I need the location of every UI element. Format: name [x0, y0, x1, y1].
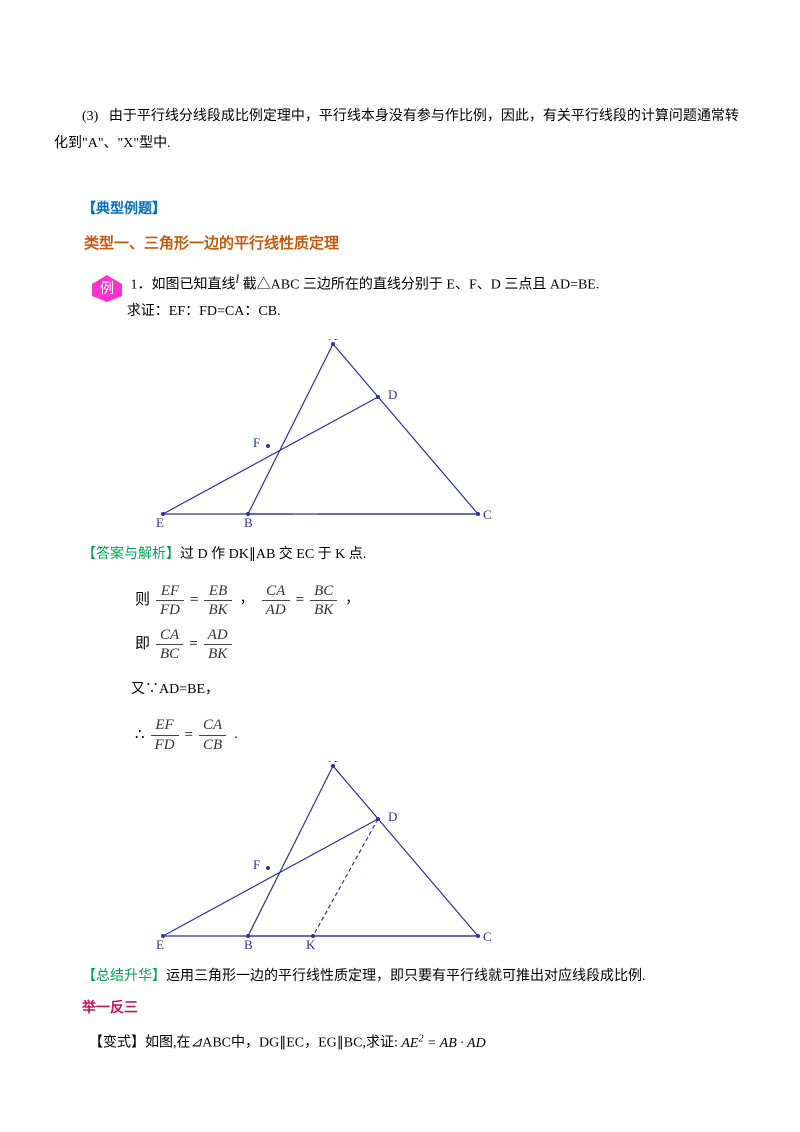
var-formula: AE2 = AB · AD — [401, 1036, 485, 1051]
section-label: 【典型例题】 — [54, 197, 746, 224]
intro-text: 由于平行线分线段成比例定理中，平行线本身没有参与作比例，因此，有关平行线段的计算… — [54, 109, 739, 151]
intro-prefix: (3) — [82, 109, 98, 124]
svg-text:F: F — [253, 435, 260, 450]
var-b: ABC中，DG∥EC，EG∥BC,求证: — [202, 1036, 398, 1051]
summary-label: 【总结升华】 — [82, 969, 166, 984]
diagram-2: A D F E B K C — [138, 761, 746, 962]
section-title: 类型一、三角形一边的平行线性质定理 — [54, 230, 746, 259]
diagram-1: A D F E B C — [138, 339, 746, 540]
inference-label: 举一反三 — [54, 996, 746, 1023]
variant-line: 【变式】如图,在⊿ABC中，DG∥EC，EG∥BC,求证: AE2 = AB ·… — [89, 1029, 746, 1057]
intro-paragraph: (3) 由于平行线分线段成比例定理中，平行线本身没有参与作比例，因此，有关平行线… — [54, 104, 746, 157]
answer-label: 【答案与解析】 — [82, 547, 180, 562]
svg-text:E: E — [156, 937, 164, 951]
q-ell: l — [236, 271, 240, 286]
var-tri: ⊿ — [191, 1036, 203, 1051]
equation-2: 即 CABC = ADBK — [131, 627, 746, 663]
svg-text:F: F — [253, 857, 260, 872]
var-a: 如图,在 — [145, 1036, 191, 1051]
equation-1: 则 EFFD = EBBK ， CAAD = BCBK ， — [131, 583, 746, 619]
ad-be-line: 又∵AD=BE， — [131, 677, 746, 704]
svg-text:B: B — [244, 515, 253, 529]
summary-line: 【总结升华】运用三角形一边的平行线性质定理，即只要有平行线就可推出对应线段成比例… — [54, 964, 746, 991]
svg-text:C: C — [483, 507, 492, 522]
svg-text:E: E — [156, 515, 164, 529]
q-part1: 1．如图已知直线 — [131, 278, 236, 293]
svg-text:A: A — [328, 339, 338, 343]
svg-text:B: B — [244, 937, 253, 951]
svg-text:D: D — [388, 387, 397, 402]
svg-text:K: K — [306, 937, 316, 951]
svg-text:例: 例 — [100, 281, 114, 297]
variant-label: 【变式】 — [89, 1036, 145, 1051]
svg-text:C: C — [483, 929, 492, 944]
svg-text:D: D — [388, 809, 397, 824]
example-badge-icon: 例 — [89, 273, 125, 303]
answer-line: 【答案与解析】过 D 作 DK∥AB 交 EC 于 K 点. — [54, 542, 746, 569]
summary-text: 运用三角形一边的平行线性质定理，即只要有平行线就可推出对应线段成比例. — [166, 969, 646, 984]
q-part2: 截△ABC 三边所在的直线分别于 E、F、D 三点且 AD=BE. — [243, 278, 600, 293]
equation-3: ∴ EFFD = CACB . — [131, 717, 746, 753]
answer-text: 过 D 作 DK∥AB 交 EC 于 K 点. — [180, 547, 366, 562]
svg-text:A: A — [328, 761, 338, 765]
